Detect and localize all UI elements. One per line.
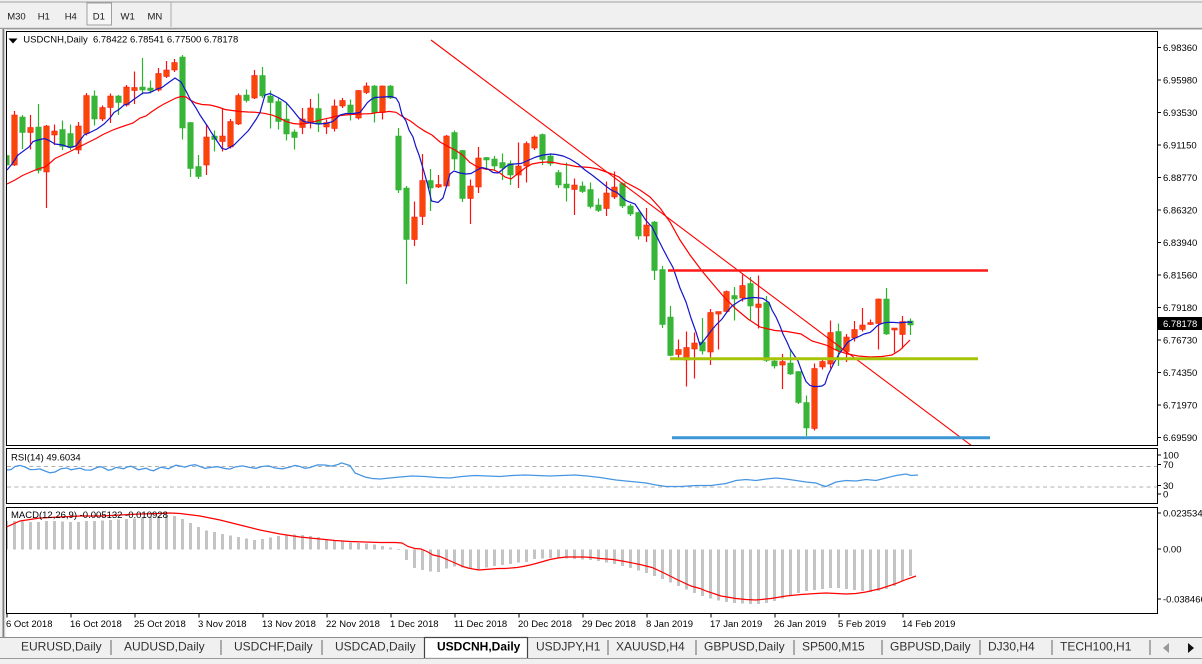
svg-text:22 Nov 2018: 22 Nov 2018 bbox=[326, 619, 380, 630]
svg-text:W1: W1 bbox=[121, 12, 135, 23]
svg-text:USDCNH,Daily 6.78422 6.78541: USDCNH,Daily 6.78422 6.78541 6.77500 6.7… bbox=[23, 35, 238, 46]
svg-text:SP500,M15: SP500,M15 bbox=[802, 640, 865, 654]
svg-text:6.86320: 6.86320 bbox=[1163, 206, 1197, 217]
svg-text:3 Nov 2018: 3 Nov 2018 bbox=[198, 619, 247, 630]
svg-text:20 Dec 2018: 20 Dec 2018 bbox=[518, 619, 572, 630]
svg-text:M30: M30 bbox=[7, 12, 25, 23]
svg-text:USDJPY,H1: USDJPY,H1 bbox=[536, 640, 601, 654]
svg-text:USDCHF,Daily: USDCHF,Daily bbox=[234, 640, 313, 654]
svg-text:30: 30 bbox=[1163, 481, 1174, 492]
svg-text:USDCAD,Daily: USDCAD,Daily bbox=[335, 640, 416, 654]
svg-text:6.74350: 6.74350 bbox=[1163, 368, 1197, 379]
svg-text:AUDUSD,Daily: AUDUSD,Daily bbox=[124, 640, 205, 654]
svg-text:H4: H4 bbox=[65, 12, 77, 23]
svg-text:6.79180: 6.79180 bbox=[1163, 303, 1197, 314]
svg-text:6.81560: 6.81560 bbox=[1163, 271, 1197, 282]
svg-text:6.91150: 6.91150 bbox=[1163, 141, 1197, 152]
svg-text:XAUUSD,H4: XAUUSD,H4 bbox=[616, 640, 685, 654]
svg-text:6.93530: 6.93530 bbox=[1163, 108, 1197, 119]
svg-text:0.00: 0.00 bbox=[1163, 545, 1182, 556]
svg-text:70: 70 bbox=[1163, 460, 1174, 471]
svg-text:25 Oct 2018: 25 Oct 2018 bbox=[134, 619, 186, 630]
svg-text:6 Oct 2018: 6 Oct 2018 bbox=[6, 619, 52, 630]
svg-text:26 Jan 2019: 26 Jan 2019 bbox=[774, 619, 826, 630]
svg-text:14 Feb 2019: 14 Feb 2019 bbox=[902, 619, 955, 630]
svg-text:0.023534: 0.023534 bbox=[1163, 509, 1202, 520]
svg-text:29 Dec 2018: 29 Dec 2018 bbox=[582, 619, 636, 630]
svg-text:MACD(12,26,9) -0.005132 -0.010: MACD(12,26,9) -0.005132 -0.010928 bbox=[11, 510, 168, 521]
svg-text:MN: MN bbox=[148, 12, 163, 23]
svg-text:DJ30,H4: DJ30,H4 bbox=[988, 640, 1035, 654]
svg-text:6.88770: 6.88770 bbox=[1163, 173, 1197, 184]
svg-text:13 Nov 2018: 13 Nov 2018 bbox=[262, 619, 316, 630]
svg-text:USDCNH,Daily: USDCNH,Daily bbox=[437, 640, 521, 654]
svg-text:6.76730: 6.76730 bbox=[1163, 336, 1197, 347]
svg-text:GBPUSD,Daily: GBPUSD,Daily bbox=[704, 640, 785, 654]
svg-text:8 Jan 2019: 8 Jan 2019 bbox=[646, 619, 693, 630]
svg-text:D1: D1 bbox=[93, 12, 105, 23]
svg-text:100: 100 bbox=[1163, 451, 1179, 462]
svg-text:H1: H1 bbox=[38, 12, 50, 23]
svg-text:6.71970: 6.71970 bbox=[1163, 401, 1197, 412]
svg-text:6.69590: 6.69590 bbox=[1163, 433, 1197, 444]
svg-text:EURUSD,Daily: EURUSD,Daily bbox=[21, 640, 102, 654]
svg-text:5 Feb 2019: 5 Feb 2019 bbox=[838, 619, 886, 630]
svg-text:6.83940: 6.83940 bbox=[1163, 238, 1197, 249]
svg-text:1 Dec 2018: 1 Dec 2018 bbox=[390, 619, 439, 630]
svg-text:GBPUSD,Daily: GBPUSD,Daily bbox=[890, 640, 971, 654]
svg-text:16 Oct 2018: 16 Oct 2018 bbox=[70, 619, 122, 630]
svg-text:RSI(14) 49.6034: RSI(14) 49.6034 bbox=[11, 453, 81, 464]
svg-text:6.95980: 6.95980 bbox=[1163, 76, 1197, 87]
svg-text:TECH100,H1: TECH100,H1 bbox=[1060, 640, 1132, 654]
svg-text:11 Dec 2018: 11 Dec 2018 bbox=[454, 619, 507, 630]
svg-text:-0.038466: -0.038466 bbox=[1163, 595, 1202, 606]
svg-text:6.78178: 6.78178 bbox=[1163, 319, 1197, 330]
svg-text:0: 0 bbox=[1163, 490, 1168, 501]
svg-text:6.98360: 6.98360 bbox=[1163, 43, 1197, 54]
svg-text:17 Jan 2019: 17 Jan 2019 bbox=[710, 619, 762, 630]
